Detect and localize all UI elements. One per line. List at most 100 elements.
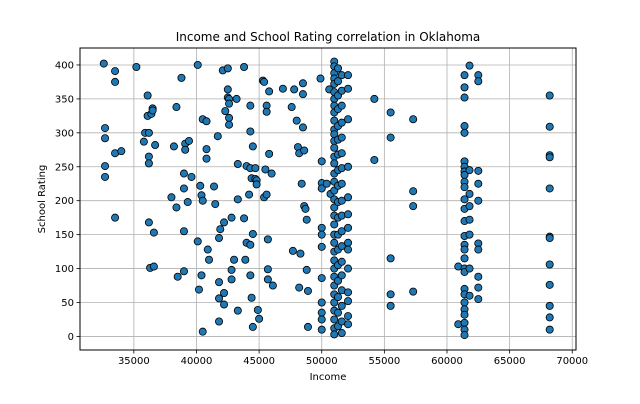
scatter-point (260, 77, 269, 86)
scatter-point (246, 101, 255, 110)
scatter-point (303, 322, 312, 331)
scatter-point (233, 195, 242, 204)
scatter-point (460, 331, 469, 340)
scatter-point (216, 225, 225, 234)
scatter-point (101, 162, 110, 171)
scatter-point (193, 60, 202, 69)
scatter-point (241, 255, 250, 264)
scatter-point (386, 133, 395, 142)
x-axis-ticks: 35000 40000 45000 50000 55000 60000 65000 70000 (118, 350, 588, 367)
scatter-point (344, 84, 353, 93)
scatter-point (317, 157, 326, 166)
scatter-point (474, 196, 483, 205)
scatter-point (465, 230, 474, 239)
scatter-point (545, 260, 554, 269)
x-tick-label: 65000 (494, 356, 526, 367)
scatter-point (202, 145, 211, 154)
scatter-point (344, 193, 353, 202)
y-tick-label: 150 (55, 230, 74, 241)
x-tick-label: 35000 (118, 356, 150, 367)
scatter-point (474, 295, 483, 304)
scatter-point (545, 313, 554, 322)
scatter-point (545, 280, 554, 289)
scatter-point (248, 322, 257, 331)
scatter-point (246, 127, 255, 136)
scatter-point (337, 133, 346, 142)
scatter-point (117, 147, 126, 156)
scatter-point (545, 301, 554, 310)
scatter-point (220, 218, 229, 227)
scatter-point (205, 255, 214, 264)
scatter-point (265, 149, 274, 158)
scatter-point (268, 281, 277, 290)
scatter-point (139, 137, 148, 146)
scatter-point (172, 203, 181, 212)
scatter-point (253, 305, 262, 314)
scatter-point (317, 230, 326, 239)
scatter-point (460, 122, 469, 131)
scatter-point (144, 152, 153, 161)
scatter-point (465, 291, 474, 300)
scatter-point (227, 265, 236, 274)
scatter-point (262, 107, 271, 116)
scatter-point (215, 234, 224, 243)
scatter-point (409, 287, 418, 296)
scatter-point (144, 128, 153, 137)
scatter-point (267, 169, 276, 178)
y-tick-label: 350 (55, 94, 74, 105)
scatter-point (144, 218, 153, 227)
scatter-point (193, 237, 202, 246)
scatter-point (370, 94, 379, 103)
scatter-point (215, 317, 224, 326)
scatter-point (334, 293, 343, 302)
scatter-point (179, 267, 188, 276)
y-tick-label: 300 (55, 128, 74, 139)
scatter-point (101, 124, 110, 133)
scatter-point (240, 214, 249, 223)
scatter-point (202, 117, 211, 126)
scatter-point (197, 271, 206, 280)
scatter-point (337, 271, 346, 280)
scatter-point (302, 265, 311, 274)
scatter-point (545, 234, 554, 243)
scatter-point (111, 213, 120, 222)
scatter-point (330, 330, 339, 339)
scatter-point (386, 301, 395, 310)
scatter-point (334, 308, 343, 317)
scatter-point (302, 215, 311, 224)
scatter-point (111, 77, 120, 86)
scatter-point (344, 238, 353, 247)
scatter-point (194, 285, 203, 294)
scatter-point (255, 314, 264, 323)
scatter-point (474, 245, 483, 254)
y-tick-label: 250 (55, 162, 74, 173)
scatter-point (202, 154, 211, 163)
scatter-point (344, 312, 353, 321)
scatter-point (261, 165, 270, 174)
x-tick-label: 50000 (306, 356, 338, 367)
scatter-point (465, 166, 474, 175)
scatter-point (225, 99, 234, 108)
scatter-point (344, 210, 353, 219)
data-points (99, 57, 554, 340)
scatter-point (301, 204, 310, 213)
x-tick-label: 55000 (368, 356, 400, 367)
scatter-point (460, 183, 469, 192)
scatter-point (344, 264, 353, 273)
scatter-point (474, 272, 483, 281)
chart-title: Income and School Rating correlation in … (176, 30, 481, 44)
x-axis-label: Income (310, 372, 347, 383)
scatter-point (460, 71, 469, 80)
scatter-point (316, 74, 325, 83)
scatter-point (215, 278, 224, 287)
scatter-point (225, 113, 234, 122)
scatter-point (233, 306, 242, 315)
scatter-point (460, 195, 469, 204)
scatter-point (213, 132, 222, 141)
scatter-point (290, 85, 299, 94)
scatter-point (210, 182, 219, 191)
scatter-point (230, 255, 239, 264)
scatter-point (148, 106, 157, 115)
